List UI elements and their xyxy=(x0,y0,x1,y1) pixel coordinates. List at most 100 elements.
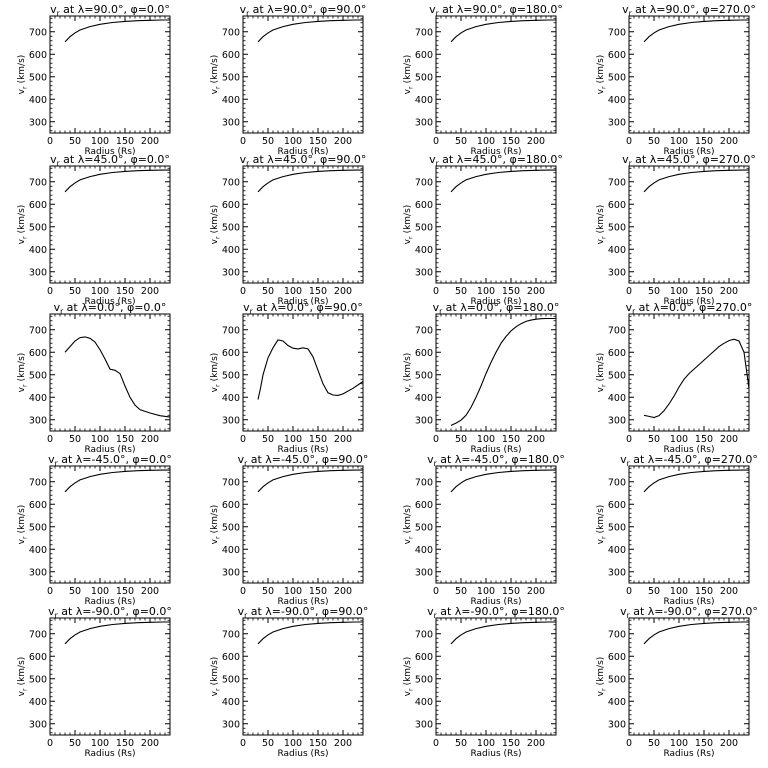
x-axis-label: Radius (Rs) xyxy=(663,749,714,759)
y-tick-label: 700 xyxy=(29,177,47,188)
x-tick-label: 200 xyxy=(527,136,545,147)
chart-title: vr at λ=0.0°, φ=180.0° xyxy=(433,301,560,316)
x-tick-label: 50 xyxy=(648,136,660,147)
x-tick-label: 100 xyxy=(284,136,302,147)
x-tick-label: 100 xyxy=(91,738,109,749)
y-tick-label: 400 xyxy=(222,545,240,556)
chart-title: vr at λ=90.0°, φ=180.0° xyxy=(429,3,563,18)
y-tick-label: 300 xyxy=(29,719,47,730)
chart-title: vr at λ=-45.0°, φ=180.0° xyxy=(427,453,565,468)
x-tick-label: 200 xyxy=(527,586,545,597)
x-axis-label: Radius (Rs) xyxy=(470,147,521,157)
y-tick-label: 600 xyxy=(29,652,47,663)
x-tick-label: 200 xyxy=(141,434,159,445)
x-tick-label: 150 xyxy=(502,586,520,597)
x-axis-label: Radius (Rs) xyxy=(277,297,328,307)
plot-frame xyxy=(435,165,557,284)
y-tick-label: 400 xyxy=(415,545,433,556)
y-tick-label: 700 xyxy=(415,27,433,38)
y-tick-label: 400 xyxy=(222,95,240,106)
x-tick-label: 0 xyxy=(240,586,246,597)
x-tick-label: 0 xyxy=(433,434,439,445)
series-line xyxy=(450,19,556,43)
x-tick-label: 0 xyxy=(240,434,246,445)
y-tick-label: 400 xyxy=(608,697,626,708)
x-tick-label: 200 xyxy=(141,286,159,297)
x-tick-label: 150 xyxy=(116,586,134,597)
y-tick-label: 700 xyxy=(415,629,433,640)
y-tick-label: 700 xyxy=(608,629,626,640)
y-axis-label: vr (km/s) xyxy=(403,55,415,95)
chart-title: vr at λ=0.0°, φ=270.0° xyxy=(626,301,753,316)
y-axis-label: vr (km/s) xyxy=(17,205,29,245)
x-tick-label: 50 xyxy=(648,434,660,445)
x-tick-label: 200 xyxy=(334,136,352,147)
y-tick-label: 500 xyxy=(222,72,240,83)
y-tick-label: 300 xyxy=(608,267,626,278)
x-tick-label: 50 xyxy=(455,286,467,297)
x-axis-label: Radius (Rs) xyxy=(84,147,135,157)
y-tick-label: 500 xyxy=(29,370,47,381)
y-tick-label: 400 xyxy=(415,95,433,106)
x-tick-label: 200 xyxy=(527,434,545,445)
y-tick-label: 700 xyxy=(222,629,240,640)
y-tick-label: 700 xyxy=(608,177,626,188)
y-tick-label: 500 xyxy=(415,72,433,83)
plot-frame xyxy=(435,15,557,134)
chart-title: vr at λ=-90.0°, φ=0.0° xyxy=(48,605,172,620)
x-tick-label: 50 xyxy=(262,586,274,597)
y-tick-label: 600 xyxy=(29,200,47,211)
x-tick-label: 0 xyxy=(47,586,53,597)
x-axis-label: Radius (Rs) xyxy=(277,147,328,157)
chart-panel: 0 50 100 150 200 300 400 500 600 700 vr at λ=-90.0… xyxy=(596,605,758,759)
plot-frame xyxy=(628,165,750,284)
y-axis-label: vr (km/s) xyxy=(17,55,29,95)
y-tick-label: 300 xyxy=(222,415,240,426)
x-axis-label: Radius (Rs) xyxy=(470,445,521,455)
x-axis-label: Radius (Rs) xyxy=(663,445,714,455)
x-tick-label: 150 xyxy=(502,286,520,297)
y-axis-label: vr (km/s) xyxy=(596,205,608,245)
x-tick-label: 50 xyxy=(69,136,81,147)
x-tick-label: 50 xyxy=(69,286,81,297)
x-tick-label: 100 xyxy=(670,586,688,597)
x-tick-label: 150 xyxy=(116,434,134,445)
chart-panel: 0 50 100 150 200 300 400 500 600 700 vr at λ=-90.0… xyxy=(210,605,368,759)
y-tick-label: 400 xyxy=(222,245,240,256)
y-tick-label: 700 xyxy=(415,177,433,188)
y-tick-label: 500 xyxy=(222,370,240,381)
series-line xyxy=(450,317,556,426)
y-tick-label: 700 xyxy=(29,325,47,336)
series-line xyxy=(64,469,170,493)
x-tick-label: 0 xyxy=(626,586,632,597)
plot-frame xyxy=(242,465,364,584)
y-tick-label: 500 xyxy=(29,72,47,83)
x-axis-label: Radius (Rs) xyxy=(663,147,714,157)
x-tick-label: 0 xyxy=(47,738,53,749)
x-tick-label: 100 xyxy=(477,286,495,297)
x-tick-label: 0 xyxy=(626,286,632,297)
x-tick-label: 200 xyxy=(141,738,159,749)
x-tick-label: 200 xyxy=(527,286,545,297)
x-axis-label: Radius (Rs) xyxy=(277,597,328,607)
series-line xyxy=(450,621,556,645)
chart-title: vr at λ=-90.0°, φ=90.0° xyxy=(238,605,369,620)
series-line xyxy=(64,169,170,193)
y-tick-label: 300 xyxy=(222,567,240,578)
x-tick-label: 150 xyxy=(116,286,134,297)
chart-title: vr at λ=45.0°, φ=270.0° xyxy=(622,153,756,168)
y-tick-label: 700 xyxy=(222,325,240,336)
series-line xyxy=(64,621,170,645)
y-tick-label: 700 xyxy=(29,477,47,488)
x-tick-label: 200 xyxy=(527,738,545,749)
y-tick-label: 300 xyxy=(415,267,433,278)
y-tick-label: 600 xyxy=(608,500,626,511)
y-axis-label: vr (km/s) xyxy=(17,505,29,545)
